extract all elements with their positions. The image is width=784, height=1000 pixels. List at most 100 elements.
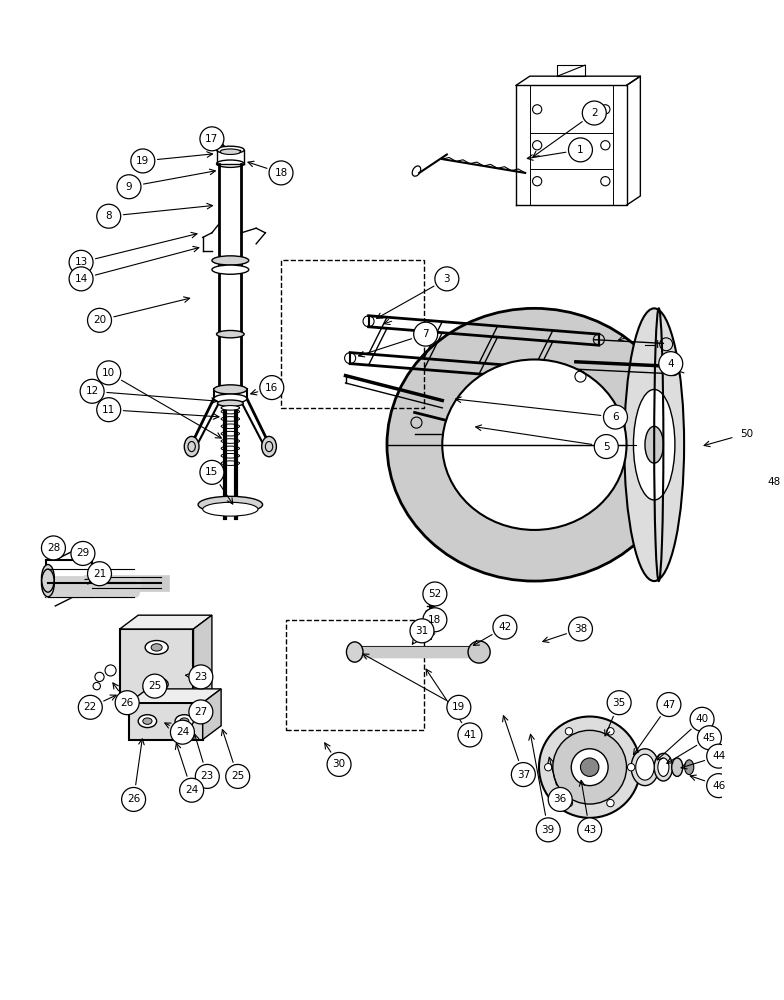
Circle shape bbox=[698, 726, 721, 750]
Polygon shape bbox=[120, 615, 212, 629]
Circle shape bbox=[414, 322, 437, 346]
Ellipse shape bbox=[214, 385, 247, 394]
Text: 40: 40 bbox=[695, 714, 709, 724]
Polygon shape bbox=[194, 615, 212, 703]
Text: 12: 12 bbox=[85, 386, 99, 396]
Text: 39: 39 bbox=[542, 825, 555, 835]
Circle shape bbox=[95, 672, 104, 682]
Circle shape bbox=[583, 101, 606, 125]
Text: 21: 21 bbox=[93, 569, 106, 579]
Ellipse shape bbox=[143, 718, 152, 724]
Text: 38: 38 bbox=[574, 624, 587, 634]
Polygon shape bbox=[120, 629, 194, 703]
Text: 11: 11 bbox=[102, 405, 115, 415]
Text: 16: 16 bbox=[265, 383, 278, 393]
Ellipse shape bbox=[684, 760, 694, 775]
Ellipse shape bbox=[633, 389, 675, 500]
Circle shape bbox=[96, 398, 121, 422]
Text: 18: 18 bbox=[428, 615, 441, 625]
Ellipse shape bbox=[145, 677, 168, 691]
Circle shape bbox=[96, 204, 121, 228]
Circle shape bbox=[607, 691, 631, 715]
Ellipse shape bbox=[151, 681, 162, 688]
Circle shape bbox=[189, 700, 212, 724]
Text: 41: 41 bbox=[463, 730, 477, 740]
Text: 44: 44 bbox=[712, 751, 725, 761]
Circle shape bbox=[115, 691, 139, 715]
Text: 2: 2 bbox=[591, 108, 597, 118]
Ellipse shape bbox=[42, 564, 54, 592]
Circle shape bbox=[195, 764, 220, 788]
Ellipse shape bbox=[212, 265, 249, 274]
Ellipse shape bbox=[175, 715, 194, 728]
Text: 25: 25 bbox=[148, 681, 162, 691]
Text: 31: 31 bbox=[416, 626, 429, 636]
Circle shape bbox=[468, 641, 490, 663]
Ellipse shape bbox=[262, 436, 277, 457]
Text: 5: 5 bbox=[603, 442, 610, 452]
Text: 8: 8 bbox=[105, 211, 112, 221]
Circle shape bbox=[690, 707, 714, 731]
Text: 15: 15 bbox=[205, 467, 219, 477]
Text: 30: 30 bbox=[332, 759, 346, 769]
Circle shape bbox=[762, 470, 784, 494]
Circle shape bbox=[71, 541, 95, 565]
Circle shape bbox=[260, 376, 284, 400]
Ellipse shape bbox=[180, 718, 189, 724]
Text: 36: 36 bbox=[554, 794, 567, 804]
Text: 24: 24 bbox=[185, 785, 198, 795]
Circle shape bbox=[88, 308, 111, 332]
Text: 28: 28 bbox=[47, 543, 60, 553]
Circle shape bbox=[327, 752, 351, 776]
Circle shape bbox=[657, 693, 681, 717]
Circle shape bbox=[458, 723, 482, 747]
Text: 22: 22 bbox=[84, 702, 97, 712]
Text: 26: 26 bbox=[127, 794, 140, 804]
Circle shape bbox=[511, 763, 535, 787]
Ellipse shape bbox=[212, 256, 249, 265]
Circle shape bbox=[78, 695, 102, 719]
Ellipse shape bbox=[631, 749, 659, 786]
Text: 17: 17 bbox=[205, 134, 219, 144]
Ellipse shape bbox=[387, 308, 682, 581]
Ellipse shape bbox=[151, 644, 162, 651]
Circle shape bbox=[735, 422, 758, 446]
Circle shape bbox=[410, 619, 434, 643]
Text: 7: 7 bbox=[423, 329, 429, 339]
Text: 29: 29 bbox=[76, 548, 89, 558]
Text: 26: 26 bbox=[121, 698, 134, 708]
Text: I: I bbox=[656, 340, 659, 350]
Text: 25: 25 bbox=[231, 771, 245, 781]
Ellipse shape bbox=[672, 758, 683, 776]
Circle shape bbox=[779, 516, 784, 540]
Text: 50: 50 bbox=[740, 429, 753, 439]
Circle shape bbox=[105, 665, 116, 676]
Circle shape bbox=[423, 582, 447, 606]
Text: 10: 10 bbox=[102, 368, 115, 378]
Ellipse shape bbox=[198, 496, 263, 513]
Circle shape bbox=[170, 720, 194, 744]
Text: 13: 13 bbox=[74, 257, 88, 267]
Text: 23: 23 bbox=[194, 672, 208, 682]
Polygon shape bbox=[203, 689, 221, 740]
Circle shape bbox=[447, 695, 471, 719]
Text: 42: 42 bbox=[499, 622, 511, 632]
Text: 24: 24 bbox=[176, 727, 189, 737]
Circle shape bbox=[607, 799, 614, 807]
Text: 19: 19 bbox=[452, 702, 466, 712]
Polygon shape bbox=[129, 689, 221, 703]
Circle shape bbox=[607, 728, 614, 735]
Circle shape bbox=[269, 161, 293, 185]
Circle shape bbox=[200, 460, 224, 484]
Text: 9: 9 bbox=[125, 182, 132, 192]
Circle shape bbox=[180, 778, 204, 802]
Polygon shape bbox=[129, 703, 203, 740]
Circle shape bbox=[548, 787, 572, 811]
Circle shape bbox=[568, 138, 593, 162]
Circle shape bbox=[568, 617, 593, 641]
Text: 3: 3 bbox=[444, 274, 450, 284]
Circle shape bbox=[80, 379, 104, 403]
Circle shape bbox=[69, 267, 93, 291]
Circle shape bbox=[604, 405, 627, 429]
Ellipse shape bbox=[442, 359, 626, 530]
